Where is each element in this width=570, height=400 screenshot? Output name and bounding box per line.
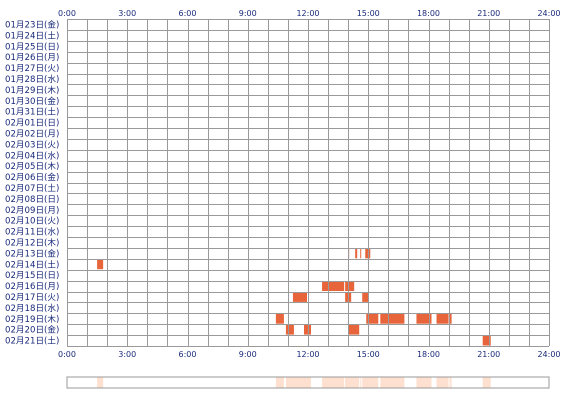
row-label-19: 02月11日(水) bbox=[5, 226, 59, 238]
x-tick-top-0: 0:00 bbox=[58, 9, 76, 18]
row-label-10: 02月02日(月) bbox=[5, 128, 59, 139]
activity-cell-16 bbox=[285, 324, 294, 335]
row-label-14: 02月06日(金) bbox=[5, 171, 59, 183]
row-label-2: 01月25日(日) bbox=[5, 41, 59, 52]
x-axis-bottom: 0:00 3:00 6:00 9:00 12:00 15:00 18:00 21:00 24:0… bbox=[58, 350, 561, 359]
activity-cell-18 bbox=[348, 324, 360, 335]
summary-mark-12 bbox=[380, 377, 405, 388]
row-label-27: 02月19日(木) bbox=[5, 313, 59, 325]
activity-cell-19 bbox=[482, 335, 491, 346]
row-label-18: 02月10日(火) bbox=[5, 216, 59, 227]
x-tick-top-5: 15:00 bbox=[357, 9, 380, 18]
activity-cell-15 bbox=[449, 313, 452, 324]
summary-bar bbox=[66, 376, 550, 389]
summary-mark-4 bbox=[97, 377, 104, 388]
summary-mark-17 bbox=[303, 377, 312, 388]
row-label-20: 02月12日(木) bbox=[5, 236, 59, 248]
x-tick-bottom-0: 0:00 bbox=[58, 350, 76, 359]
activity-cell-3 bbox=[365, 248, 371, 259]
activity-cell-2 bbox=[360, 248, 362, 259]
row-label-17: 02月09日(月) bbox=[5, 205, 59, 216]
row-label-13: 02月05日(木) bbox=[5, 160, 59, 172]
row-label-28: 02月20日(金) bbox=[5, 324, 59, 336]
x-tick-bottom-6: 18:00 bbox=[417, 350, 440, 359]
y-axis-row-labels: 01月23日(金)01月24日(土)01月25日(日)01月26日(月)01月2… bbox=[5, 18, 59, 346]
row-label-8: 01月31日(土) bbox=[5, 106, 59, 118]
row-label-26: 02月18日(水) bbox=[5, 302, 59, 314]
summary-mark-14 bbox=[436, 377, 449, 388]
x-tick-top-1: 3:00 bbox=[118, 9, 136, 18]
activity-cell-9 bbox=[362, 292, 369, 302]
row-label-29: 02月21日(土) bbox=[5, 335, 59, 347]
row-label-9: 02月01日(日) bbox=[5, 118, 59, 129]
summary-mark-18 bbox=[348, 377, 360, 388]
activity-cell-17 bbox=[303, 324, 312, 335]
summary-mark-15 bbox=[449, 377, 452, 388]
summary-mark-2 bbox=[360, 377, 362, 388]
x-tick-top-4: 12:00 bbox=[296, 9, 319, 18]
x-tick-bottom-8: 24:00 bbox=[537, 350, 560, 359]
row-label-1: 01月24日(土) bbox=[5, 29, 59, 41]
activity-cell-14 bbox=[436, 313, 449, 324]
summary-mark-11 bbox=[366, 377, 379, 388]
x-tick-bottom-3: 9:00 bbox=[239, 350, 257, 359]
row-label-21: 02月13日(金) bbox=[5, 247, 59, 259]
activity-cell-11 bbox=[366, 313, 379, 324]
row-label-23: 02月15日(日) bbox=[5, 270, 59, 281]
activity-cell-10 bbox=[275, 313, 284, 324]
x-tick-top-3: 9:00 bbox=[239, 9, 257, 18]
row-label-12: 02月04日(水) bbox=[5, 149, 59, 161]
x-axis-top: 0:00 3:00 6:00 9:00 12:00 15:00 18:00 21:00 24:0… bbox=[58, 9, 561, 18]
summary-mark-10 bbox=[275, 377, 284, 388]
x-tick-bottom-4: 12:00 bbox=[296, 350, 319, 359]
activity-cell-1 bbox=[355, 248, 358, 259]
summary-mark-16 bbox=[285, 377, 294, 388]
x-tick-bottom-7: 21:00 bbox=[477, 350, 500, 359]
x-tick-top-7: 21:00 bbox=[477, 9, 500, 18]
activity-cell-6 bbox=[345, 281, 355, 291]
activity-cell-7 bbox=[292, 292, 307, 302]
row-label-0: 01月23日(金) bbox=[5, 18, 59, 30]
summary-mark-9 bbox=[362, 377, 369, 388]
grid-lines bbox=[67, 19, 550, 347]
row-label-11: 02月03日(火) bbox=[5, 139, 59, 150]
row-label-15: 02月07日(土) bbox=[5, 182, 59, 194]
activity-cell-5 bbox=[322, 281, 345, 291]
row-label-4: 01月27日(火) bbox=[5, 63, 59, 74]
row-label-24: 02月16日(月) bbox=[5, 281, 59, 292]
x-tick-top-2: 6:00 bbox=[179, 9, 197, 18]
summary-mark-13 bbox=[416, 377, 432, 388]
x-tick-bottom-2: 6:00 bbox=[179, 350, 197, 359]
activity-cell-12 bbox=[380, 313, 405, 324]
row-label-5: 01月28日(水) bbox=[5, 73, 59, 85]
row-label-7: 01月30日(金) bbox=[5, 95, 59, 107]
summary-mark-19 bbox=[482, 377, 491, 388]
row-label-3: 01月26日(月) bbox=[5, 52, 59, 63]
row-label-6: 01月29日(木) bbox=[5, 84, 59, 96]
summary-mark-5 bbox=[322, 377, 345, 388]
x-tick-top-8: 24:00 bbox=[537, 9, 560, 18]
activity-cell-13 bbox=[416, 313, 432, 324]
x-tick-bottom-1: 3:00 bbox=[118, 350, 136, 359]
x-tick-bottom-5: 15:00 bbox=[357, 350, 380, 359]
row-label-16: 02月08日(日) bbox=[5, 194, 59, 205]
summary-mark-7 bbox=[292, 377, 307, 388]
activity-cell-4 bbox=[97, 259, 104, 270]
row-label-25: 02月17日(火) bbox=[5, 292, 59, 303]
x-tick-top-6: 18:00 bbox=[417, 9, 440, 18]
activity-cells bbox=[97, 248, 491, 346]
row-label-22: 02月14日(土) bbox=[5, 258, 59, 270]
